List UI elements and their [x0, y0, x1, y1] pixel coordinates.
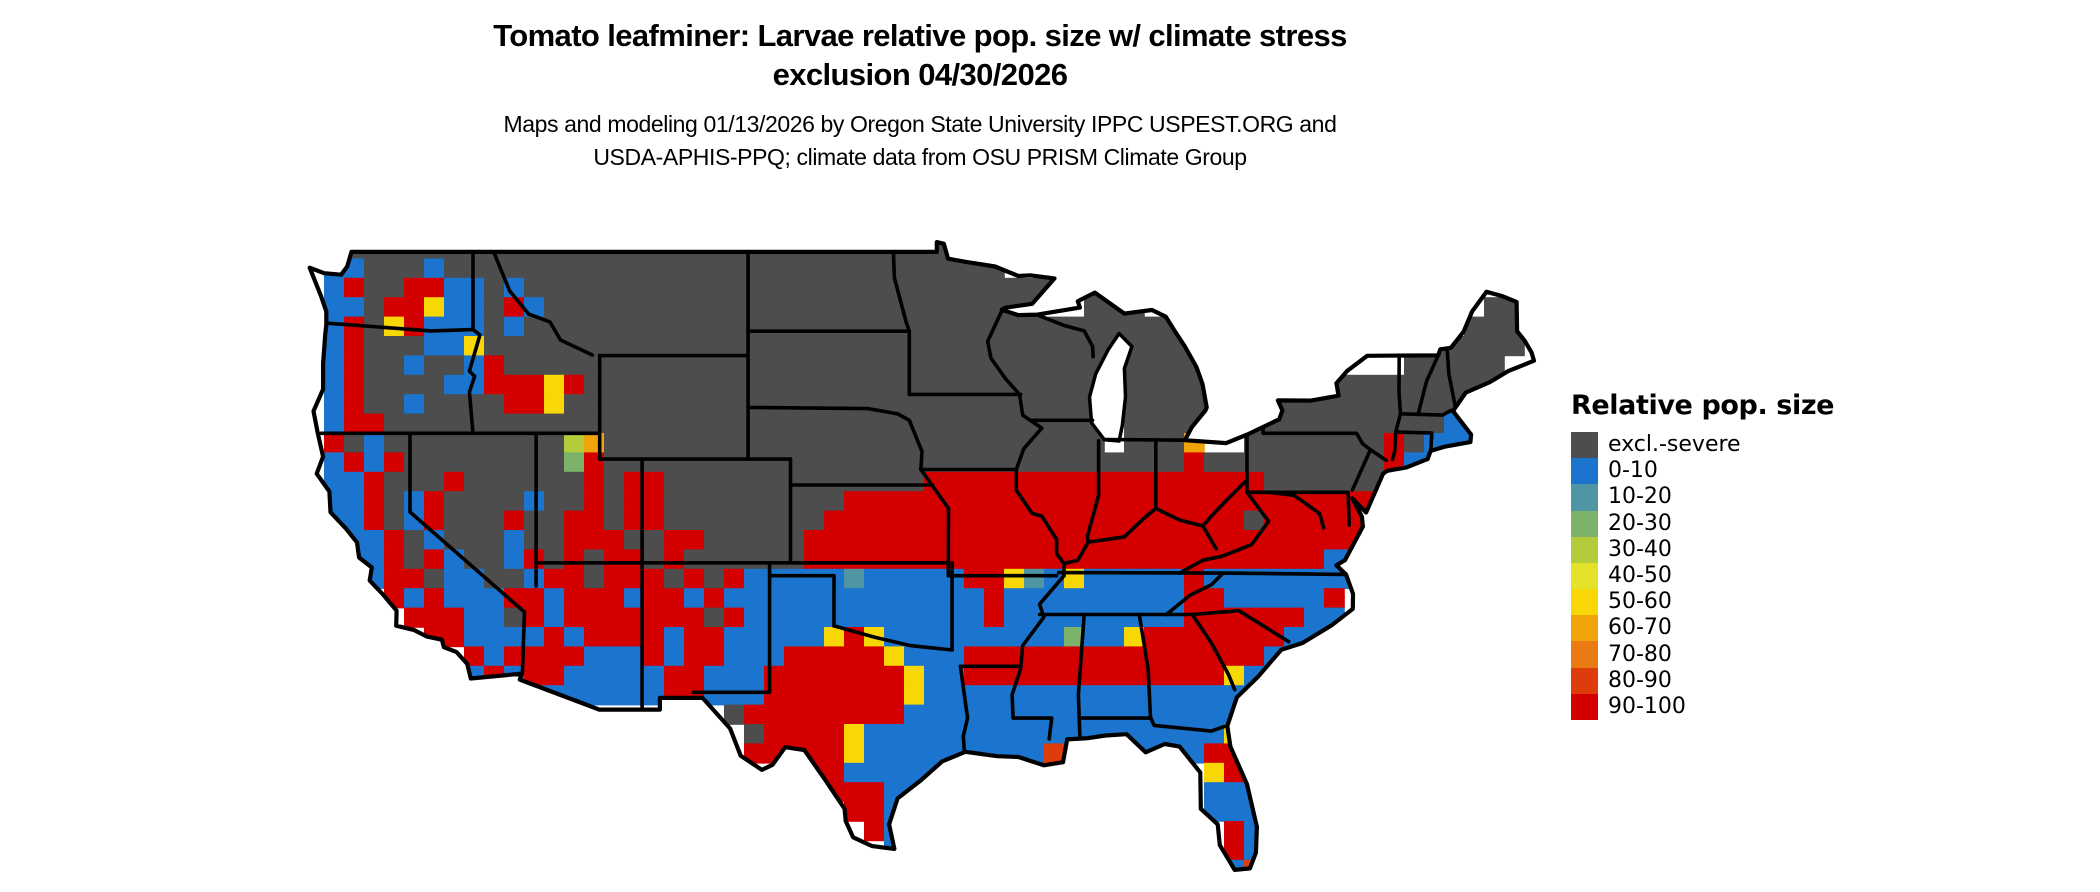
map-title: Tomato leafminer: Larvae relative pop. s… — [0, 16, 1840, 94]
map-title-line2: exclusion 04/30/2026 — [772, 57, 1068, 92]
legend-label: 70-80 — [1608, 641, 1672, 667]
legend-item: 80-90 — [1571, 667, 1834, 694]
title-block: Tomato leafminer: Larvae relative pop. s… — [0, 16, 1840, 174]
legend-swatch — [1571, 641, 1598, 668]
legend-item: 30-40 — [1571, 536, 1834, 563]
legend-label: 30-40 — [1608, 536, 1672, 562]
legend-label: 90-100 — [1608, 693, 1686, 719]
map-title-line1: Tomato leafminer: Larvae relative pop. s… — [493, 18, 1347, 53]
map-subtitle-line2: USDA-APHIS-PPQ; climate data from OSU PR… — [593, 144, 1247, 170]
legend-swatch — [1571, 458, 1598, 485]
legend-label: excl.-severe — [1608, 432, 1741, 458]
legend-item: 0-10 — [1571, 458, 1834, 485]
legend-item: 20-30 — [1571, 510, 1834, 537]
legend-item: 50-60 — [1571, 589, 1834, 616]
legend-label: 10-20 — [1608, 484, 1672, 510]
legend-label: 40-50 — [1608, 563, 1672, 589]
legend-title: Relative pop. size — [1571, 390, 1835, 421]
legend-item: 60-70 — [1571, 615, 1834, 642]
legend-swatch — [1571, 615, 1598, 642]
legend-swatch — [1571, 484, 1598, 511]
legend-swatch — [1571, 536, 1598, 563]
legend-label: 0-10 — [1608, 458, 1658, 484]
legend-label: 20-30 — [1608, 510, 1672, 536]
legend-label: 80-90 — [1608, 667, 1672, 693]
legend-item: 40-50 — [1571, 562, 1834, 590]
legend-items: excl.-severe 0-10 10-20 20-30 30-40 40-50 50-6… — [1571, 431, 1834, 721]
legend-swatch — [1571, 510, 1598, 537]
legend-item: 90-100 — [1571, 693, 1834, 721]
legend-swatch — [1571, 667, 1598, 694]
legend-item: 70-80 — [1571, 641, 1834, 668]
legend-item: excl.-severe — [1571, 431, 1834, 459]
legend-label: 60-70 — [1608, 615, 1672, 641]
map-subtitle: Maps and modeling 01/13/2026 by Oregon S… — [0, 108, 1840, 174]
legend-swatch — [1571, 431, 1598, 459]
map-subtitle-line1: Maps and modeling 01/13/2026 by Oregon S… — [503, 111, 1337, 137]
legend-label: 50-60 — [1608, 589, 1672, 615]
legend-swatch — [1571, 562, 1598, 590]
legend-swatch — [1571, 693, 1598, 721]
legend: Relative pop. size excl.-severe 0-10 10-20… — [1571, 390, 1835, 721]
legend-swatch — [1571, 589, 1598, 616]
legend-item: 10-20 — [1571, 484, 1834, 511]
